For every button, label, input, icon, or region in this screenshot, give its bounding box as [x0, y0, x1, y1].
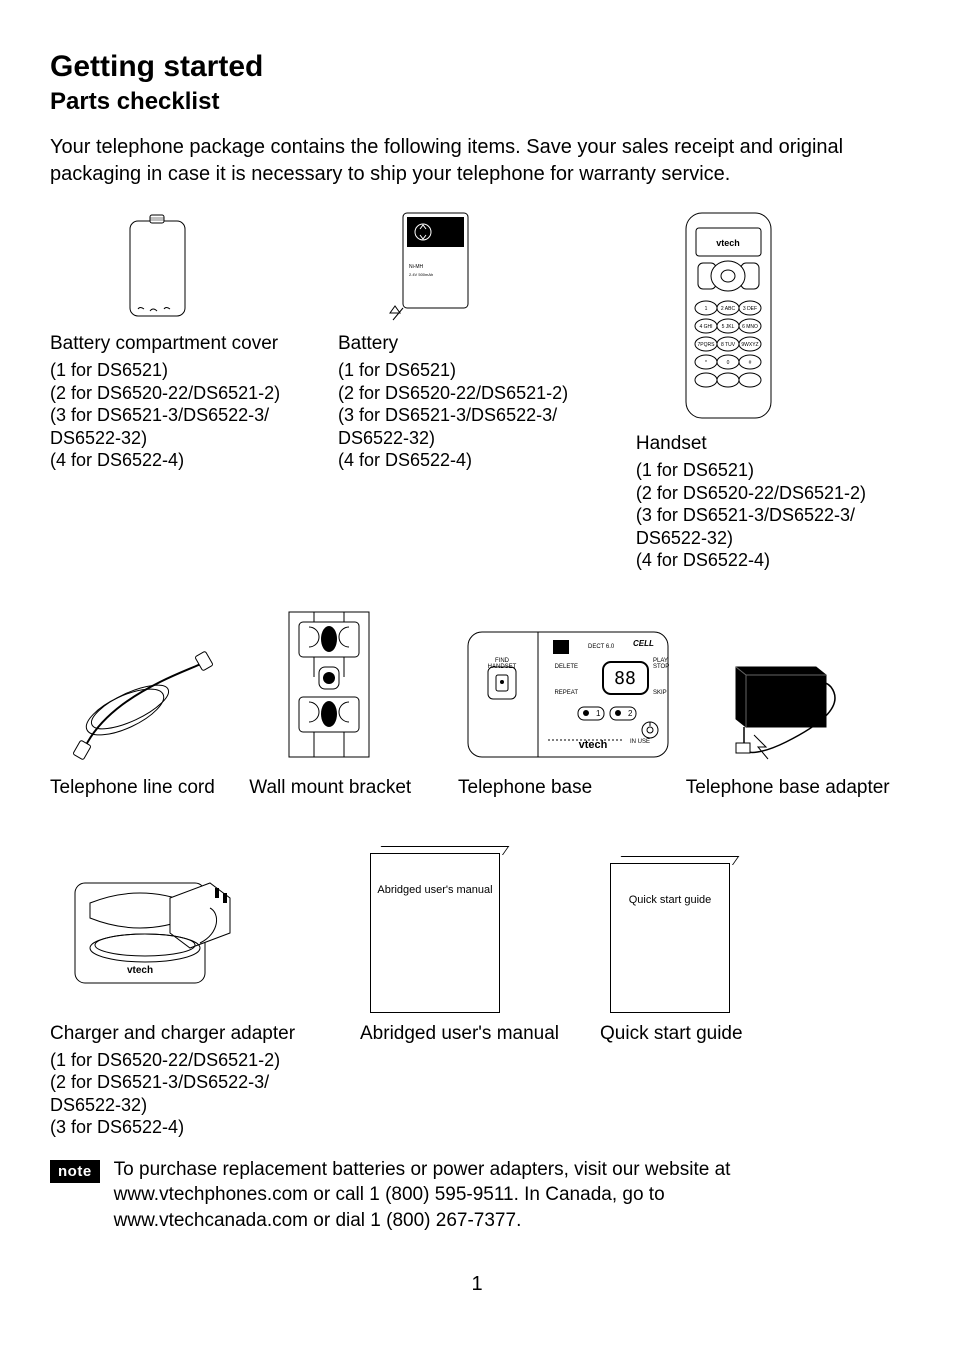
item-battery-cover: Battery compartment cover (1 for DS6521)… — [50, 208, 338, 472]
note-row: note To purchase replacement batteries o… — [50, 1157, 904, 1234]
base-adapter-caption: Telephone base adapter — [686, 777, 904, 799]
page-title: Getting started — [50, 50, 904, 84]
svg-text:1: 1 — [705, 306, 708, 312]
note-badge: note — [50, 1160, 100, 1183]
manual-booklet-label: Abridged user's manual — [371, 884, 499, 896]
svg-text:1: 1 — [596, 709, 601, 718]
charger-models: (1 for DS6520-22/DS6521-2) (2 for DS6521… — [50, 1049, 350, 1139]
svg-text:2.4V 500mAh: 2.4V 500mAh — [409, 272, 433, 277]
svg-text:HANDSET: HANDSET — [488, 664, 517, 670]
telephone-base-icon: FIND HANDSET 88 DELETE PLAY STOP REPEAT … — [458, 622, 678, 767]
parts-row-2: Telephone line cord Wall mount bracket — [50, 602, 904, 803]
item-wall-bracket: Wall mount bracket — [249, 602, 458, 803]
battery-cover-caption: Battery compartment cover — [50, 333, 338, 355]
intro-paragraph: Your telephone package contains the foll… — [50, 134, 890, 188]
svg-text:vtech: vtech — [127, 965, 153, 976]
line-cord-caption: Telephone line cord — [50, 777, 249, 799]
guide-booklet-label: Quick start guide — [611, 894, 729, 906]
battery-cover-icon — [120, 213, 195, 323]
svg-text:4 GHI: 4 GHI — [699, 324, 712, 330]
quick-start-caption: Quick start guide — [600, 1023, 850, 1045]
svg-text:0: 0 — [727, 360, 730, 366]
manual-booklet-icon: Abridged user's manual — [370, 853, 500, 1013]
svg-text:DELETE: DELETE — [555, 664, 578, 670]
handset-models: (1 for DS6521) (2 for DS6520-22/DS6521-2… — [636, 459, 904, 572]
abridged-manual-caption: Abridged user's manual — [360, 1023, 600, 1045]
line-cord-icon — [70, 647, 220, 767]
svg-text:*: * — [705, 360, 707, 366]
charger-caption: Charger and charger adapter — [50, 1023, 350, 1045]
svg-text:2: 2 — [628, 709, 633, 718]
svg-text:8 TUV: 8 TUV — [721, 342, 736, 348]
wall-bracket-caption: Wall mount bracket — [249, 777, 458, 799]
handset-icon: vtech 1 2 ABC 3 DEF 4 GHI 5 JKL 6 MNO — [676, 208, 781, 423]
item-abridged-manual: Abridged user's manual Abridged user's m… — [350, 843, 600, 1049]
item-charger: vtech Charger and charger adapter (1 for… — [50, 843, 350, 1139]
parts-row-3: vtech Charger and charger adapter (1 for… — [50, 843, 904, 1139]
svg-text:#: # — [749, 360, 752, 366]
svg-text:SKIP: SKIP — [653, 690, 667, 696]
svg-text:5 JKL: 5 JKL — [721, 324, 734, 330]
charger-icon: vtech — [60, 863, 250, 1013]
item-base-adapter: Telephone base adapter — [686, 602, 904, 803]
wall-bracket-icon — [259, 602, 399, 767]
svg-text:Ni-MH: Ni-MH — [409, 264, 424, 270]
battery-icon: Ni-MH 2.4V 500mAh — [383, 208, 483, 323]
item-handset: vtech 1 2 ABC 3 DEF 4 GHI 5 JKL 6 MNO — [636, 208, 904, 572]
svg-text:7PQRS: 7PQRS — [697, 342, 715, 348]
telephone-base-caption: Telephone base — [458, 777, 686, 799]
item-battery: Ni-MH 2.4V 500mAh Battery (1 for DS6521)… — [338, 208, 636, 472]
note-text: To purchase replacement batteries or pow… — [114, 1157, 834, 1234]
battery-models: (1 for DS6521) (2 for DS6520-22/DS6521-2… — [338, 359, 636, 472]
svg-text:REPEAT: REPEAT — [554, 690, 578, 696]
svg-text:STOP: STOP — [653, 664, 669, 670]
page-subtitle: Parts checklist — [50, 88, 904, 116]
item-line-cord: Telephone line cord — [50, 602, 249, 803]
base-adapter-icon — [696, 647, 876, 767]
svg-text:vtech: vtech — [579, 739, 608, 751]
battery-caption: Battery — [338, 333, 636, 355]
svg-text:IN USE: IN USE — [630, 739, 650, 745]
battery-cover-models: (1 for DS6521) (2 for DS6520-22/DS6521-2… — [50, 359, 338, 472]
svg-text:3 DEF: 3 DEF — [743, 306, 757, 312]
item-telephone-base: FIND HANDSET 88 DELETE PLAY STOP REPEAT … — [458, 602, 686, 803]
item-quick-start-guide: Quick start guide Quick start guide — [600, 843, 850, 1049]
svg-text:88: 88 — [614, 668, 636, 689]
svg-text:6 MNO: 6 MNO — [742, 324, 758, 330]
guide-booklet-icon: Quick start guide — [610, 863, 730, 1013]
svg-text:9WXYZ: 9WXYZ — [741, 342, 758, 348]
handset-caption: Handset — [636, 433, 904, 455]
page-number: 1 — [50, 1273, 904, 1296]
parts-row-1: Battery compartment cover (1 for DS6521)… — [50, 208, 904, 572]
svg-text:vtech: vtech — [716, 238, 740, 248]
svg-text:DECT 6.0: DECT 6.0 — [588, 644, 615, 650]
svg-text:CELL: CELL — [633, 639, 654, 648]
svg-text:2 ABC: 2 ABC — [721, 306, 736, 312]
